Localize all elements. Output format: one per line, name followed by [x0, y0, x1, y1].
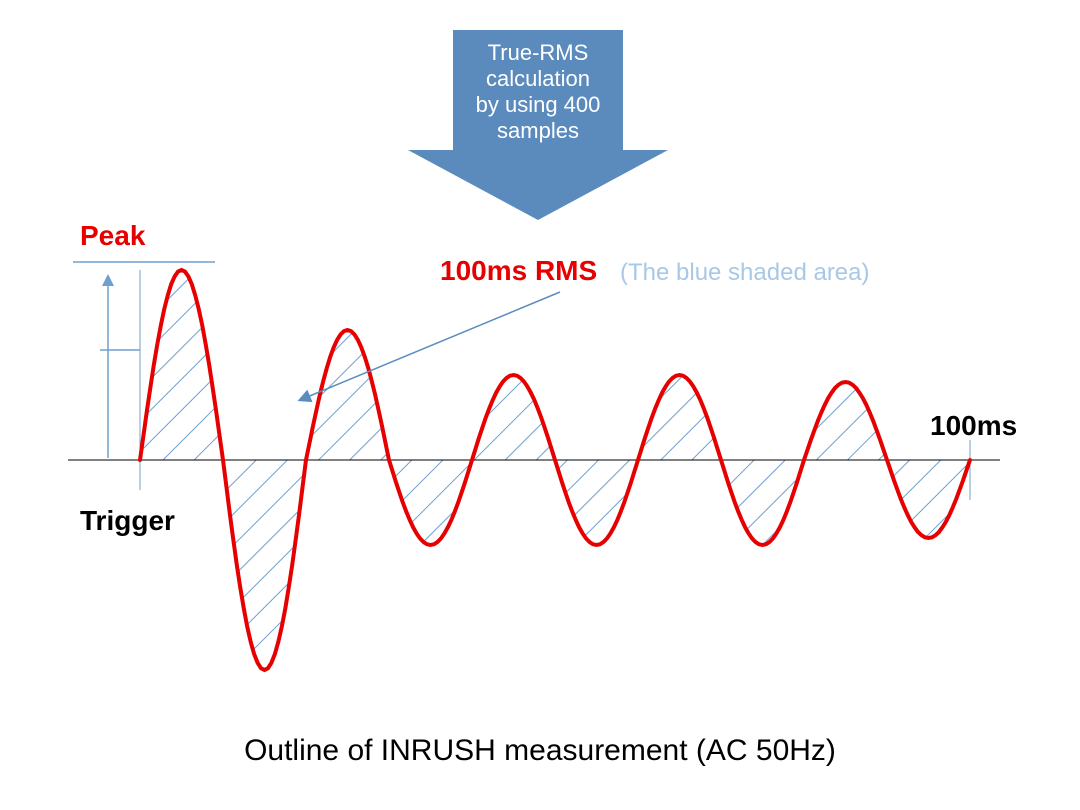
callout-text-line: by using 400 — [476, 92, 601, 117]
callout-text-line: True-RMS — [488, 40, 589, 65]
trigger-label: Trigger — [80, 505, 175, 536]
callout-text-line: calculation — [486, 66, 590, 91]
ms100-label: 100ms — [930, 410, 1017, 441]
rms_sub-label: (The blue shaded area) — [620, 259, 870, 286]
rms-label: 100ms RMS — [440, 255, 597, 286]
callout-text-line: samples — [497, 118, 579, 143]
peak-label: Peak — [80, 220, 146, 251]
caption-label: Outline of INRUSH measurement (AC 50Hz) — [244, 734, 836, 767]
diagram-canvas: True-RMScalculationby using 400samples Pe… — [0, 0, 1080, 810]
